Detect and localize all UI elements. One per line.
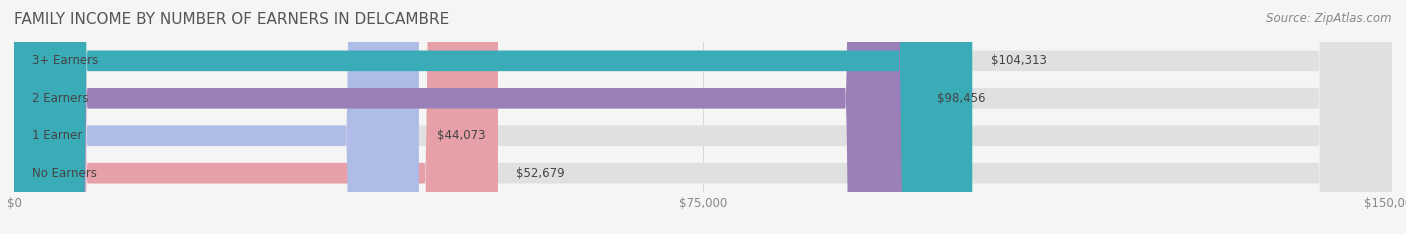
Text: 2 Earners: 2 Earners bbox=[32, 92, 89, 105]
FancyBboxPatch shape bbox=[14, 0, 1392, 234]
FancyBboxPatch shape bbox=[14, 0, 1392, 234]
FancyBboxPatch shape bbox=[14, 0, 498, 234]
Text: 1 Earner: 1 Earner bbox=[32, 129, 83, 142]
FancyBboxPatch shape bbox=[14, 0, 419, 234]
Text: No Earners: No Earners bbox=[32, 167, 97, 180]
Text: FAMILY INCOME BY NUMBER OF EARNERS IN DELCAMBRE: FAMILY INCOME BY NUMBER OF EARNERS IN DE… bbox=[14, 12, 450, 27]
FancyBboxPatch shape bbox=[14, 0, 1392, 234]
FancyBboxPatch shape bbox=[14, 0, 973, 234]
FancyBboxPatch shape bbox=[14, 0, 918, 234]
Text: $52,679: $52,679 bbox=[516, 167, 565, 180]
Text: $44,073: $44,073 bbox=[437, 129, 486, 142]
Text: Source: ZipAtlas.com: Source: ZipAtlas.com bbox=[1267, 12, 1392, 25]
Text: $98,456: $98,456 bbox=[936, 92, 986, 105]
Text: $104,313: $104,313 bbox=[991, 54, 1046, 67]
FancyBboxPatch shape bbox=[14, 0, 1392, 234]
Text: 3+ Earners: 3+ Earners bbox=[32, 54, 98, 67]
